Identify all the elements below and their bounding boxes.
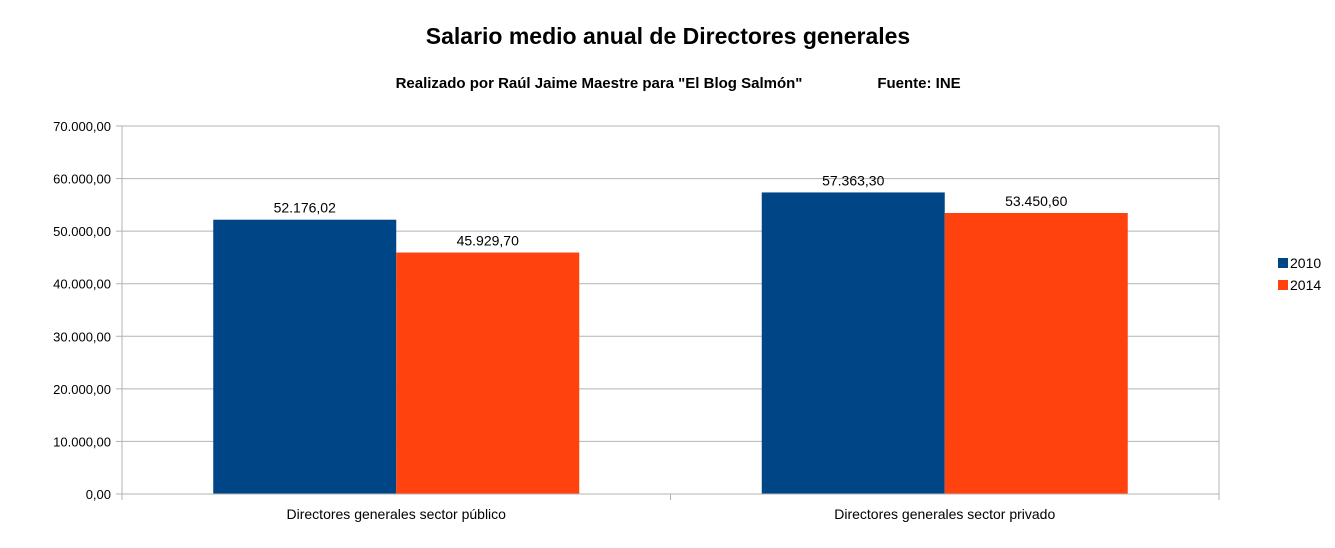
legend-label: 2010: [1290, 255, 1321, 271]
y-tick-label: 50.000,00: [53, 224, 111, 239]
bars-layer: 52.176,02 45.929,70 57.363,30 53.450,60: [213, 172, 1128, 495]
chart-title: Salario medio anual de Directores genera…: [426, 23, 910, 49]
bar: [396, 252, 580, 494]
data-label: 45.929,70: [457, 233, 519, 249]
y-tick-label: 10.000,00: [53, 434, 111, 449]
axis-layer: 0,00 10.000,00 20.000,00 30.000,00 40.000,00…: [53, 119, 1220, 522]
bar: [944, 213, 1128, 494]
y-tick-label: 60.000,00: [53, 172, 111, 187]
legend-swatch: [1278, 280, 1288, 290]
data-label: 53.450,60: [1005, 193, 1067, 209]
bar: [213, 219, 397, 494]
y-tick-label: 0,00: [86, 487, 111, 502]
data-label: 52.176,02: [274, 200, 336, 216]
y-tick-label: 40.000,00: [53, 277, 111, 292]
x-category-label: Directores generales sector público: [287, 506, 507, 522]
legend-swatch: [1278, 258, 1288, 268]
chart-source: Fuente: INE: [877, 75, 960, 92]
bar: [761, 192, 945, 495]
y-tick-label: 20.000,00: [53, 382, 111, 397]
legend: 2010 2014: [1278, 255, 1321, 293]
x-category-label: Directores generales sector privado: [834, 506, 1055, 522]
legend-label: 2014: [1290, 277, 1321, 293]
y-tick-label: 70.000,00: [53, 119, 111, 134]
chart-subtitle: Realizado por Raúl Jaime Maestre para "E…: [396, 75, 803, 92]
data-label: 57.363,30: [822, 172, 884, 188]
y-tick-label: 30.000,00: [53, 329, 111, 344]
